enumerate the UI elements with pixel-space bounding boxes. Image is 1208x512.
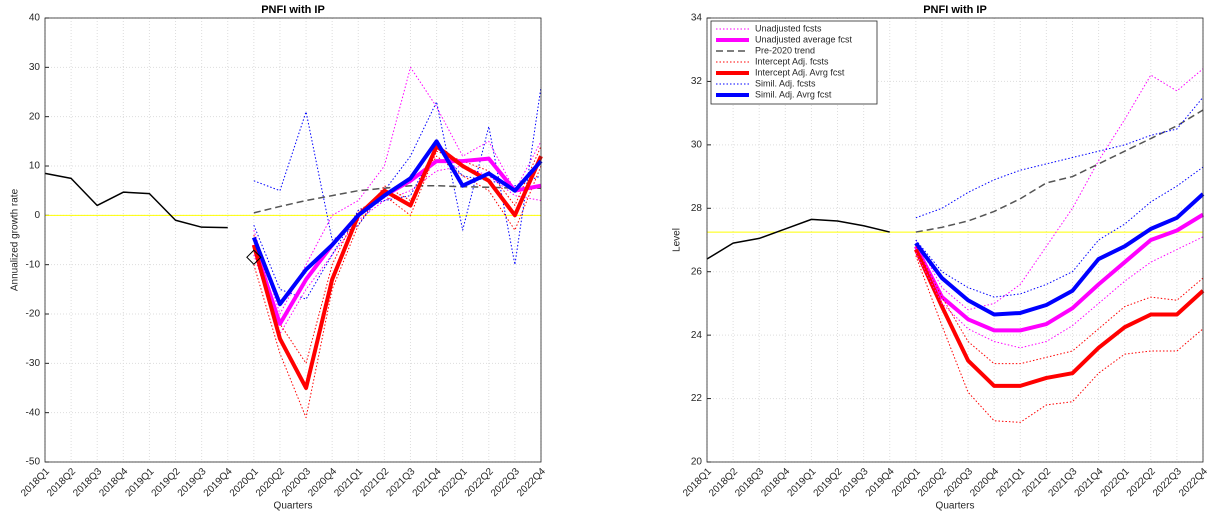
series-line [915,109,1204,233]
y-tick-label: 30 [691,139,703,150]
legend-label: Pre-2020 trend [755,45,815,55]
y-tick-label: 30 [29,62,41,73]
x-axis-label: Quarters [936,501,975,512]
series-line [253,86,542,266]
y-tick-label: 10 [29,161,41,172]
series-line [253,165,542,335]
axes-box [706,17,1204,463]
marker [246,249,262,265]
y-tick-label: 28 [691,203,703,214]
y-tick-label: 24 [691,330,703,341]
plot-area [45,18,541,462]
legend-label: Unadjusted fcsts [755,23,822,33]
y-tick-label: 20 [691,457,703,468]
series-line [706,218,890,260]
y-tick-label: -40 [26,407,41,418]
panel: -50-40-30-20-100102030402018Q12018Q22018… [10,4,549,512]
series-line [251,139,543,307]
y-tick-label: 0 [34,210,40,221]
y-axis-label: Level [672,228,683,252]
series-line [914,192,1205,317]
y-tick-label: 40 [29,13,41,24]
y-tick-label: -10 [26,259,41,270]
y-tick-label: -50 [26,457,41,468]
series-line [44,172,228,229]
series-line [915,255,1204,423]
series-line [915,96,1204,219]
y-tick-label: 26 [691,266,703,277]
legend-box [710,20,878,105]
series-line [914,248,1205,388]
legend-label: Simil. Adj. fcsts [755,78,816,88]
y-tick-label: 34 [691,13,703,24]
x-axis-label: Quarters [274,501,313,512]
y-axis-label: Annualized growth rate [10,188,21,291]
y-tick-label: -20 [26,309,41,320]
y-tick-label: 20 [29,111,41,122]
chart-title: PNFI with IP [923,4,987,16]
legend-label: Unadjusted average fcst [755,34,853,44]
chart-title: PNFI with IP [261,4,325,16]
axes-box [44,17,542,463]
series-line [915,166,1204,298]
legend-label: Intercept Adj. Avrg fcst [755,67,845,77]
series-line [251,144,543,390]
series-line [915,246,1204,365]
series-line [915,68,1204,311]
series-line [914,212,1205,333]
series-line [253,145,542,300]
x-tick-label: 2022Q4 [1177,466,1208,499]
legend-label: Simil. Adj. Avrg fcst [755,89,832,99]
series-line [253,155,542,419]
y-tick-label: 22 [691,393,703,404]
y-tick-label: 32 [691,76,703,87]
y-tick-label: -30 [26,358,41,369]
panel: 20222426283032342018Q12018Q22018Q32018Q4… [672,4,1208,512]
legend-label: Intercept Adj. fcsts [755,56,829,66]
series-line [915,236,1204,349]
x-tick-label: 2022Q4 [515,466,548,499]
